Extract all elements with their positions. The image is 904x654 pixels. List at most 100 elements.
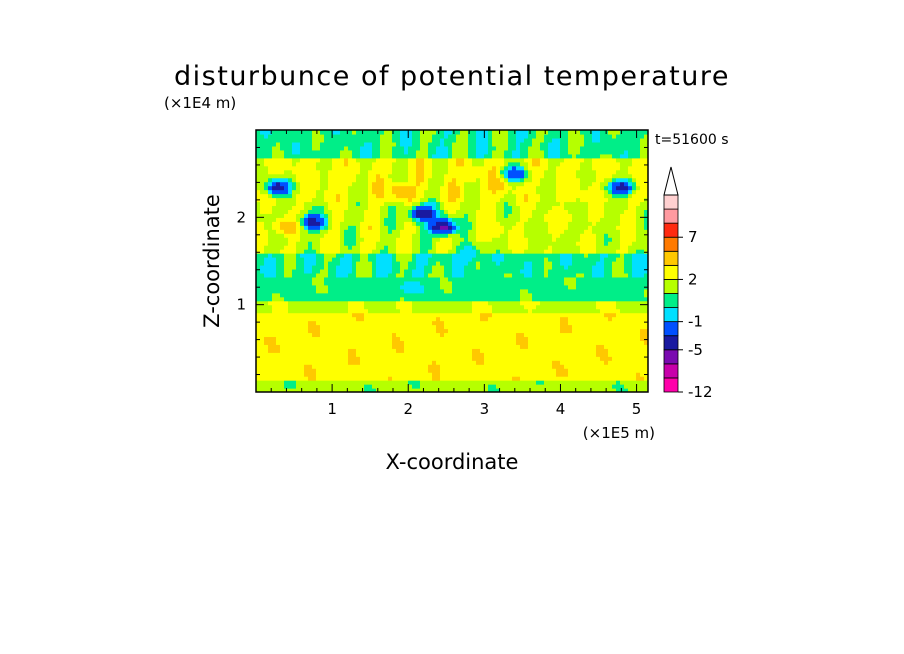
field-cell: [348, 217, 353, 222]
field-cell: [256, 209, 261, 214]
field-cell: [388, 316, 393, 322]
field-cell: [512, 308, 517, 314]
field-cell: [476, 320, 481, 326]
field-cell: [428, 376, 433, 381]
field-cell: [376, 153, 381, 159]
field-cell: [360, 257, 365, 262]
field-cell: [460, 137, 465, 143]
field-cell: [456, 304, 461, 310]
field-cell: [356, 320, 361, 326]
field-cell: [432, 340, 437, 345]
field-cell: [340, 276, 345, 282]
field-cell: [392, 280, 397, 286]
field-cell: [284, 261, 289, 266]
field-cell: [544, 221, 549, 226]
field-cell: [372, 169, 377, 175]
field-cell: [272, 229, 277, 234]
field-cell: [372, 225, 377, 230]
field-cell: [472, 312, 477, 318]
field-cell: [516, 376, 521, 381]
field-cell: [356, 161, 361, 167]
field-cell: [260, 237, 265, 242]
field-cell: [524, 352, 529, 357]
field-cell: [432, 344, 437, 349]
field-cell: [260, 324, 265, 330]
field-cell: [444, 257, 449, 262]
field-cell: [288, 153, 293, 159]
field-cell: [444, 225, 449, 230]
field-cell: [276, 245, 281, 250]
field-cell: [508, 245, 513, 250]
field-cell: [412, 193, 417, 199]
field-cell: [516, 348, 521, 353]
field-cell: [300, 284, 305, 290]
field-cell: [284, 189, 289, 195]
field-cell: [420, 245, 425, 250]
field-cell: [512, 336, 517, 341]
field-cell: [276, 133, 281, 139]
field-cell: [480, 189, 485, 195]
field-cell: [432, 221, 437, 226]
field-cell: [492, 376, 497, 381]
field-cell: [520, 261, 525, 266]
field-cell: [408, 364, 413, 369]
field-cell: [280, 264, 285, 270]
field-cell: [284, 185, 289, 191]
field-cell: [268, 257, 273, 262]
field-cell: [348, 261, 353, 266]
field-cell: [296, 320, 301, 326]
field-cell: [436, 261, 441, 266]
field-cell: [264, 153, 269, 159]
field-cell: [408, 165, 413, 171]
field-cell: [268, 173, 273, 179]
field-cell: [480, 288, 485, 294]
field-cell: [536, 324, 541, 330]
field-cell: [456, 257, 461, 262]
field-cell: [392, 328, 397, 334]
field-cell: [428, 217, 433, 222]
field-cell: [488, 308, 493, 314]
field-cell: [328, 245, 333, 250]
field-cell: [524, 376, 529, 381]
field-cell: [332, 145, 337, 151]
field-cell: [420, 280, 425, 286]
field-cell: [532, 368, 537, 373]
field-cell: [284, 376, 289, 381]
field-cell: [268, 288, 273, 294]
field-cell: [496, 213, 501, 218]
field-cell: [456, 320, 461, 326]
field-cell: [336, 185, 341, 191]
field-cell: [400, 360, 405, 365]
field-cell: [292, 360, 297, 365]
field-cell: [280, 133, 285, 139]
field-cell: [260, 133, 265, 139]
field-cell: [380, 153, 385, 159]
field-cell: [288, 384, 293, 389]
field-cell: [296, 177, 301, 183]
field-cell: [412, 169, 417, 175]
field-cell: [268, 253, 273, 258]
field-cell: [380, 332, 385, 338]
field-cell: [540, 169, 545, 175]
field-cell: [420, 189, 425, 195]
field-cell: [520, 145, 525, 151]
field-cell: [332, 268, 337, 274]
field-cell: [480, 205, 485, 210]
field-cell: [392, 304, 397, 310]
field-cell: [544, 300, 549, 306]
field-cell: [324, 173, 329, 179]
field-cell: [536, 249, 541, 254]
field-cell: [500, 217, 505, 222]
field-cell: [260, 165, 265, 171]
field-cell: [308, 253, 313, 258]
field-cell: [452, 356, 457, 361]
field-cell: [468, 328, 473, 334]
field-cell: [540, 225, 545, 230]
field-cell: [304, 292, 309, 298]
field-cell: [360, 296, 365, 302]
field-cell: [444, 276, 449, 282]
field-cell: [364, 177, 369, 183]
field-cell: [292, 320, 297, 326]
field-cell: [492, 332, 497, 338]
field-cell: [432, 308, 437, 314]
